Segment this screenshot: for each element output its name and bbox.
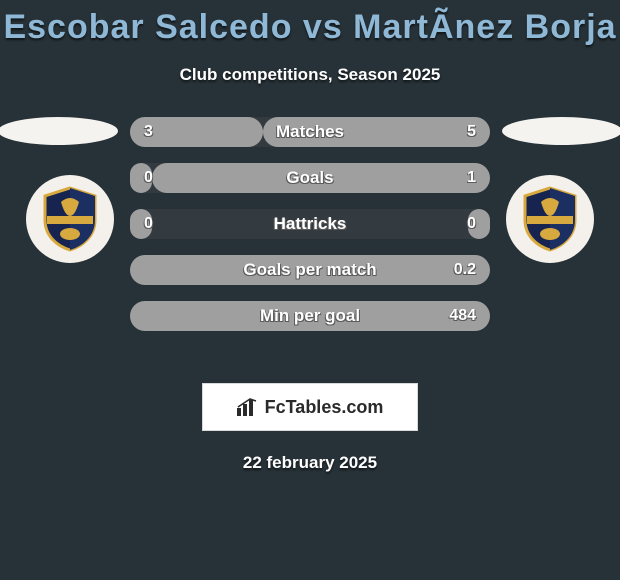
stat-fill-left <box>130 117 263 147</box>
brand-label: FcTables.com <box>237 397 384 418</box>
player-oval-right <box>502 117 620 145</box>
stat-row: Goals per match0.2 <box>130 255 490 285</box>
stat-label: Hattricks <box>130 209 490 239</box>
team-badge-left <box>26 175 114 263</box>
date-label: 22 february 2025 <box>0 453 620 473</box>
shield-icon <box>521 186 579 252</box>
team-badge-right <box>506 175 594 263</box>
stat-fill-right <box>130 301 490 331</box>
stat-fill-left <box>130 163 152 193</box>
player-oval-left <box>0 117 118 145</box>
stat-row: Min per goal484 <box>130 301 490 331</box>
subtitle: Club competitions, Season 2025 <box>0 65 620 85</box>
page-title: Escobar Salcedo vs MartÃ­nez Borja <box>0 0 620 47</box>
stat-row: Matches35 <box>130 117 490 147</box>
stat-bars: Matches35 Goals01 Hattricks00 Goals per mat… <box>130 117 490 347</box>
brand-text: FcTables.com <box>265 397 384 418</box>
brand-box: FcTables.com <box>202 383 418 431</box>
stat-fill-right <box>263 117 490 147</box>
shield-icon <box>41 186 99 252</box>
bar-chart-icon <box>237 398 259 416</box>
stat-fill-right <box>152 163 490 193</box>
stat-fill-left <box>130 209 152 239</box>
stat-row: Hattricks00 <box>130 209 490 239</box>
stat-fill-right <box>130 255 490 285</box>
stat-row: Goals01 <box>130 163 490 193</box>
stat-fill-right <box>468 209 490 239</box>
comparison-arena: Matches35 Goals01 Hattricks00 Goals per mat… <box>0 117 620 367</box>
